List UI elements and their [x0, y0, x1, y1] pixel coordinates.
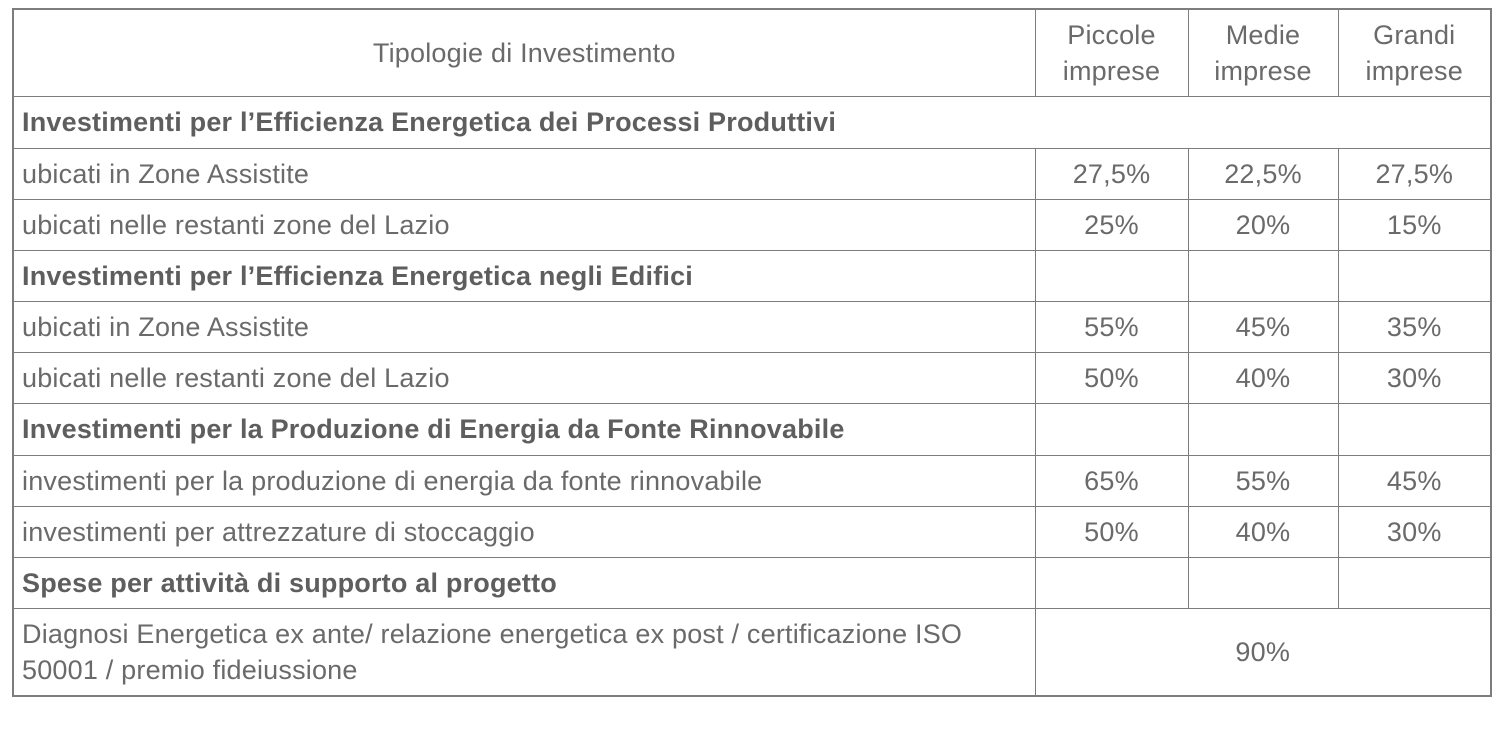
section-title: Investimenti per l’Efficienza Energetica… [12, 249, 1036, 303]
value-grandi: 15% [1337, 198, 1492, 251]
section-title: Investimenti per la Produzione di Energi… [12, 403, 1036, 456]
value-piccole: 65% [1034, 454, 1189, 507]
value-piccole: 27,5% [1034, 147, 1189, 200]
value-all-sizes: 90% [1034, 608, 1492, 697]
section-row-spese-supporto: Spese per attività di supporto al proget… [12, 556, 1492, 610]
value-medie: 45% [1187, 301, 1339, 354]
data-row-attrezzature-stoccaggio: investimenti per attrezzature di stoccag… [12, 505, 1492, 558]
row-label: Diagnosi Energetica ex ante/ relazione e… [12, 608, 1036, 697]
data-row-restanti-zone-2: ubicati nelle restanti zone del Lazio 50… [12, 352, 1492, 405]
value-medie: 22,5% [1187, 147, 1339, 200]
row-label: ubicati in Zone Assistite [12, 301, 1036, 354]
data-row-restanti-zone-1: ubicati nelle restanti zone del Lazio 25… [12, 198, 1492, 251]
value-grandi: 30% [1337, 352, 1492, 405]
empty-cell [1337, 249, 1492, 303]
value-medie: 55% [1187, 454, 1339, 507]
row-label: ubicati nelle restanti zone del Lazio [12, 352, 1036, 405]
section-title: Spese per attività di supporto al proget… [12, 556, 1036, 610]
row-label: investimenti per la produzione di energi… [12, 454, 1036, 507]
empty-cell [1337, 403, 1492, 456]
empty-cell [1034, 249, 1189, 303]
header-tipologie-investimento: Tipologie di Investimento [12, 8, 1036, 98]
empty-cell [1034, 556, 1189, 610]
section-row-fonte-rinnovabile: Investimenti per la Produzione di Energi… [12, 403, 1492, 456]
empty-cell [1187, 403, 1339, 456]
value-grandi: 35% [1337, 301, 1492, 354]
value-grandi: 45% [1337, 454, 1492, 507]
data-row-diagnosi-energetica: Diagnosi Energetica ex ante/ relazione e… [12, 608, 1492, 697]
value-grandi: 27,5% [1337, 147, 1492, 200]
row-label: ubicati in Zone Assistite [12, 147, 1036, 200]
row-label: investimenti per attrezzature di stoccag… [12, 505, 1036, 558]
header-grandi-imprese: Grandi imprese [1337, 8, 1492, 98]
value-piccole: 25% [1034, 198, 1189, 251]
empty-cell [1187, 249, 1339, 303]
value-piccole: 50% [1034, 505, 1189, 558]
header-medie-imprese: Medie imprese [1187, 8, 1339, 98]
investment-aid-table: Tipologie di Investimento Piccole impres… [12, 8, 1492, 698]
empty-cell [1187, 556, 1339, 610]
empty-cell [1034, 403, 1189, 456]
header-piccole-imprese: Piccole imprese [1034, 8, 1189, 98]
value-medie: 20% [1187, 198, 1339, 251]
value-medie: 40% [1187, 352, 1339, 405]
data-row-produzione-energia: investimenti per la produzione di energi… [12, 454, 1492, 507]
data-row-zone-assistite-2: ubicati in Zone Assistite 55% 45% 35% [12, 301, 1492, 354]
section-title: Investimenti per l’Efficienza Energetica… [12, 96, 1492, 149]
section-row-edifici: Investimenti per l’Efficienza Energetica… [12, 249, 1492, 303]
row-label: ubicati nelle restanti zone del Lazio [12, 198, 1036, 251]
data-row-zone-assistite-1: ubicati in Zone Assistite 27,5% 22,5% 27… [12, 147, 1492, 200]
section-row-processi-produttivi: Investimenti per l’Efficienza Energetica… [12, 96, 1492, 149]
value-piccole: 55% [1034, 301, 1189, 354]
empty-cell [1337, 556, 1492, 610]
header-row: Tipologie di Investimento Piccole impres… [12, 8, 1492, 98]
value-medie: 40% [1187, 505, 1339, 558]
value-grandi: 30% [1337, 505, 1492, 558]
value-piccole: 50% [1034, 352, 1189, 405]
